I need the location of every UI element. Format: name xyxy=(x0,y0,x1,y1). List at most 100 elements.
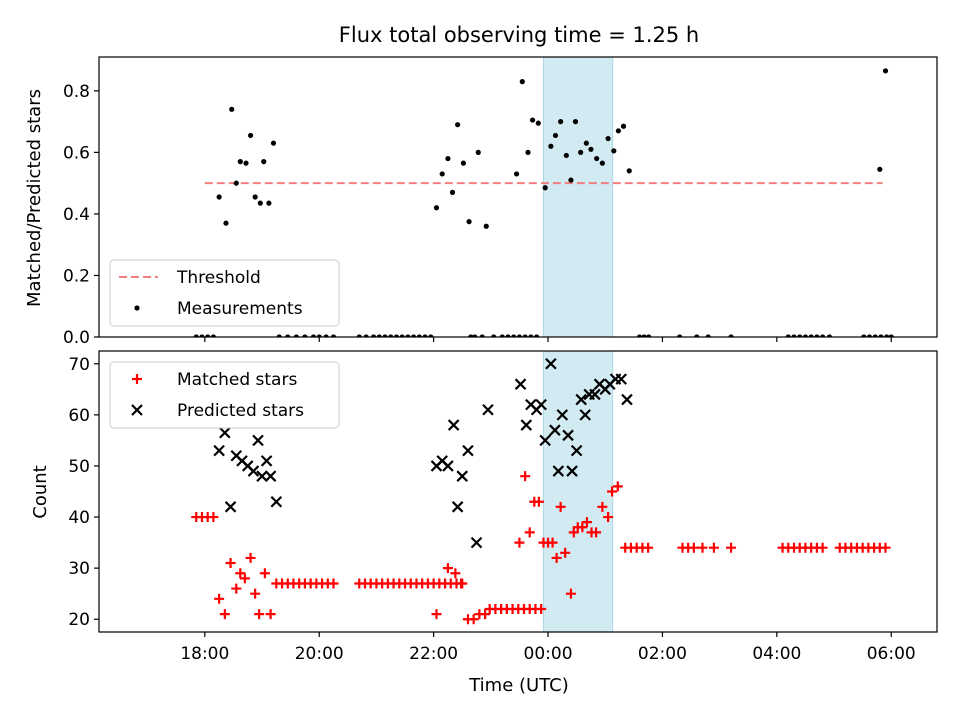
top-dot-point-13 xyxy=(439,171,445,177)
bottom-plus-point-64 xyxy=(520,471,531,482)
top-y-tick-label: 0.4 xyxy=(63,205,90,225)
top-dot-point-53 xyxy=(310,334,317,337)
top-dot-point-46 xyxy=(199,334,205,337)
bottom-plus-point-3 xyxy=(208,512,219,523)
bottom-x-point-10 xyxy=(264,470,277,482)
x-tick-label: 02:00 xyxy=(638,644,687,664)
bottom-plus-point-14 xyxy=(265,609,276,620)
bottom-legend-swatch xyxy=(131,404,143,416)
bottom-plus-point-118 xyxy=(955,517,960,527)
bottom-plus-point-71 xyxy=(551,552,562,563)
bottom-plus-point-78 xyxy=(581,517,592,528)
top-dot-point-7 xyxy=(252,194,258,200)
top-dot-point-91 xyxy=(802,334,809,337)
top-dot-point-59 xyxy=(370,334,377,337)
top-dot-point-92 xyxy=(808,334,814,337)
bottom-y-tick-label: 40 xyxy=(68,508,90,528)
x-tick-label: 04:00 xyxy=(752,644,801,664)
top-dot-point-72 xyxy=(479,334,485,337)
bottom-x-point-1 xyxy=(219,426,231,439)
bottom-x-point-7 xyxy=(252,434,264,447)
bottom-plus-point-92 xyxy=(688,542,699,553)
bottom-plot-frame xyxy=(98,350,938,633)
top-dot-point-26 xyxy=(542,185,548,191)
top-dot-point-8 xyxy=(257,200,263,206)
top-dot-point-10 xyxy=(266,200,272,206)
top-dot-point-30 xyxy=(563,152,569,159)
top-dot-point-79 xyxy=(528,334,534,337)
bottom-x-point-21 xyxy=(514,378,527,390)
top-dot-point-14 xyxy=(445,155,451,162)
top-dot-point-48 xyxy=(210,334,217,337)
top-dot-point-76 xyxy=(511,334,517,337)
bottom-plus-point-46 xyxy=(442,563,453,574)
top-dot-point-82 xyxy=(641,334,647,337)
top-y-tick-label: 0.0 xyxy=(63,328,90,348)
bottom-plus-point-113 xyxy=(946,543,956,553)
x-tick-label: 22:00 xyxy=(409,644,458,664)
bottom-plus-point-13 xyxy=(259,568,270,579)
x-tick-label: 20:00 xyxy=(295,644,344,664)
top-dot-point-5 xyxy=(243,160,249,166)
bottom-y-axis-label: Count xyxy=(30,465,51,518)
bottom-x-point-37 xyxy=(589,388,601,401)
bottom-plus-point-25 xyxy=(328,578,339,589)
top-dot-point-52 xyxy=(302,334,308,337)
top-dot-point-40 xyxy=(615,128,621,134)
bottom-plus-point-75 xyxy=(568,527,579,538)
top-y-tick-label: 0.6 xyxy=(63,143,90,163)
top-dot-point-100 xyxy=(884,334,890,337)
top-legend-label: Measurements xyxy=(177,299,303,319)
top-dot-point-38 xyxy=(605,135,611,142)
bottom-plus-point-117 xyxy=(949,522,959,532)
bottom-plus-point-72 xyxy=(555,501,566,512)
top-dot-point-94 xyxy=(819,334,826,337)
top-legend-label: Threshold xyxy=(176,268,261,288)
bottom-y-tick-label: 60 xyxy=(68,406,90,426)
bottom-y-tick-label: 70 xyxy=(68,355,90,375)
top-dot-point-102 xyxy=(943,334,948,339)
top-dot-point-32 xyxy=(572,119,579,125)
top-dot-point-1 xyxy=(223,220,229,226)
top-dot-point-44 xyxy=(882,68,889,74)
bottom-legend-label: Predicted stars xyxy=(177,401,304,421)
top-dot-point-84 xyxy=(676,334,683,337)
top-dot-point-81 xyxy=(636,334,643,337)
bottom-plus-point-70 xyxy=(547,537,558,548)
top-dot-point-31 xyxy=(568,177,574,183)
bottom-x-point-2 xyxy=(224,501,237,513)
top-y-tick-label: 0.2 xyxy=(63,266,90,286)
bottom-plus-point-8 xyxy=(235,568,246,579)
bottom-plus-point-103 xyxy=(817,542,828,553)
bottom-plus-point-112 xyxy=(880,542,891,553)
bottom-legend-box xyxy=(109,361,340,429)
bottom-y-tick-label: 20 xyxy=(68,610,90,630)
top-dot-point-2 xyxy=(229,106,235,112)
top-dot-point-65 xyxy=(405,334,411,337)
top-dot-point-96 xyxy=(861,334,867,337)
top-dot-point-89 xyxy=(791,334,797,337)
top-dot-point-21 xyxy=(513,171,520,177)
top-highlight-span xyxy=(542,56,614,338)
bottom-plus-point-48 xyxy=(456,578,467,589)
top-dot-point-56 xyxy=(330,334,337,337)
top-dot-point-0 xyxy=(216,194,222,200)
bottom-plus-point-80 xyxy=(591,527,602,538)
top-dot-point-78 xyxy=(522,334,528,337)
bottom-x-point-19 xyxy=(470,536,483,549)
bottom-x-point-43 xyxy=(621,393,633,406)
bottom-x-point-44 xyxy=(949,359,959,369)
bottom-x-point-35 xyxy=(579,409,591,421)
top-dot-point-42 xyxy=(626,168,632,174)
top-y-tick-label: 0.8 xyxy=(63,82,90,102)
top-dot-point-66 xyxy=(411,334,417,337)
bottom-x-point-28 xyxy=(549,424,561,436)
top-dot-point-54 xyxy=(316,334,322,337)
top-legend: Threshold Measurements xyxy=(109,259,340,327)
top-dot-point-23 xyxy=(525,149,531,155)
bottom-plus-point-4 xyxy=(214,593,225,604)
bottom-plus-point-7 xyxy=(231,583,242,594)
top-dot-point-57 xyxy=(356,334,362,337)
